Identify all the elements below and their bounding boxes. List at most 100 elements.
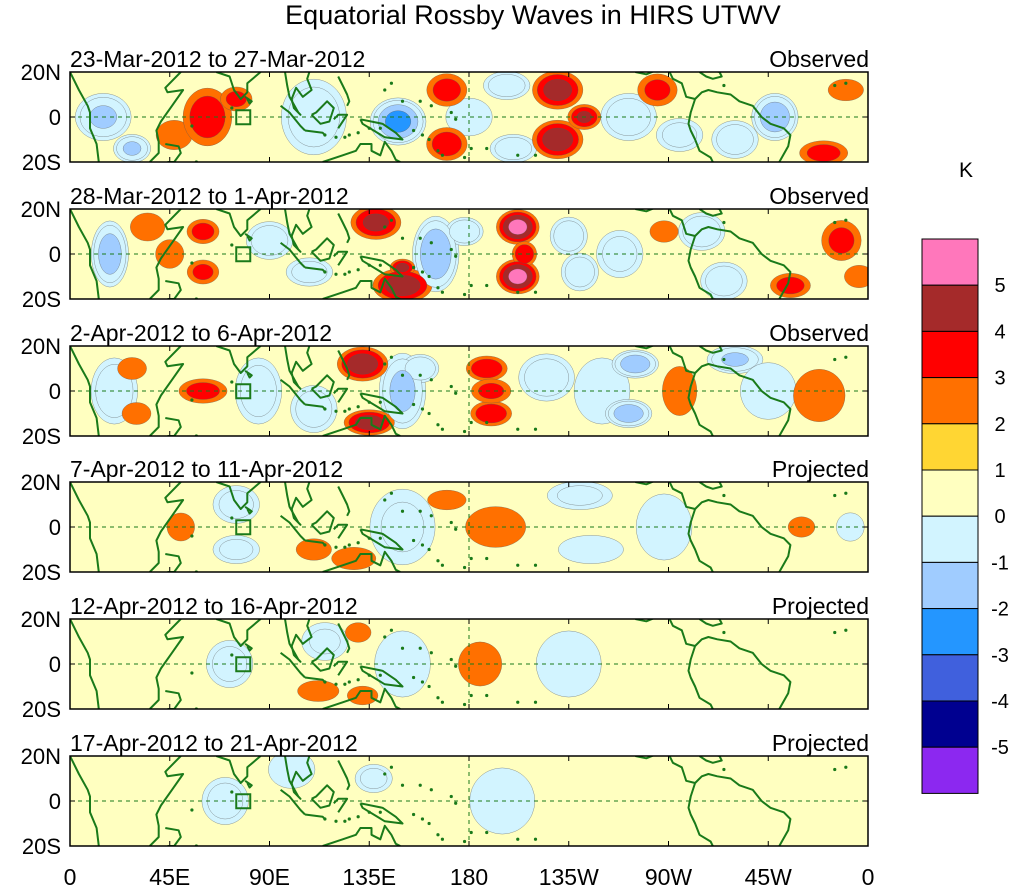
island: [420, 133, 425, 137]
colorbar-unit-label: K: [959, 159, 973, 182]
coastline: [359, 392, 404, 415]
island: [400, 783, 405, 787]
coastline: [215, 482, 262, 510]
island: [383, 635, 387, 639]
contour-level: [291, 260, 328, 284]
contour-level: [716, 124, 754, 155]
island: [485, 146, 489, 151]
contour-level: [524, 358, 569, 397]
island: [418, 236, 422, 240]
island: [356, 541, 360, 545]
island: [516, 153, 520, 157]
island: [389, 218, 394, 222]
y-tick-label: 0: [49, 105, 61, 130]
contour-level: [508, 219, 528, 235]
colorbar-label: 1: [994, 460, 1005, 482]
contour-level: [297, 680, 340, 702]
coastlines: [70, 72, 848, 162]
island: [356, 268, 360, 272]
y-tick-label: 20N: [21, 60, 61, 85]
coastline: [215, 346, 262, 374]
coastlines: [70, 346, 848, 436]
contour-level: [776, 276, 805, 295]
contour-level: [705, 265, 743, 297]
island: [383, 225, 387, 229]
contour-level: [793, 369, 846, 422]
coastlines: [70, 209, 848, 299]
contour-level: [347, 685, 379, 706]
island: [533, 700, 538, 704]
coastline: [337, 486, 351, 517]
coastline: [635, 482, 696, 510]
contour-level: [395, 262, 410, 273]
anomaly-field: [75, 72, 864, 162]
contour-level: [557, 485, 603, 506]
coastline: [337, 76, 351, 107]
colorbar-swatch: [921, 238, 979, 286]
contour-level: [431, 131, 462, 157]
coastline: [322, 824, 401, 846]
island: [378, 400, 382, 404]
reference-box: [235, 383, 252, 400]
island: [418, 646, 422, 650]
contour-level: [225, 91, 247, 107]
island: [436, 833, 440, 837]
island: [347, 270, 351, 274]
contour-level: [385, 110, 412, 133]
colorbar-swatch: [921, 746, 979, 794]
contour-level: [564, 256, 595, 288]
anomaly-field: [206, 622, 602, 706]
contour-level: [844, 265, 868, 288]
coastline: [149, 619, 185, 709]
anomaly-field: [91, 209, 868, 299]
coastline: [149, 72, 185, 162]
island: [190, 398, 194, 402]
coastline: [310, 374, 335, 399]
coastline: [70, 209, 100, 299]
island: [367, 673, 371, 677]
reference-box: [235, 109, 252, 126]
island: [323, 543, 327, 547]
coastline: [279, 379, 306, 406]
island: [469, 556, 473, 561]
island: [844, 218, 848, 222]
coastlines: [70, 619, 848, 709]
y-tick-label: 20N: [21, 197, 61, 222]
island: [844, 355, 848, 359]
island: [427, 411, 431, 416]
island: [722, 767, 726, 772]
island: [427, 274, 431, 279]
island: [378, 536, 382, 540]
y-tick-label: 0: [49, 515, 61, 540]
island: [462, 292, 467, 297]
island: [378, 810, 382, 814]
panel-2: 20N 0 20S 28-Mar-2012 to 1-Apr-2012 Observed: [21, 183, 869, 312]
coastline: [70, 756, 100, 846]
coastline: [635, 346, 696, 374]
panel-6: 20N 0 20S 17-Apr-2012 to 21-Apr-2012 Project…: [21, 730, 869, 859]
coastline: [359, 665, 404, 688]
contour-level: [682, 215, 722, 248]
island: [440, 700, 444, 704]
y-tick-label: 20S: [22, 150, 61, 175]
island: [427, 684, 431, 689]
coastline: [322, 277, 401, 299]
contour-level: [620, 354, 651, 374]
coastline: [165, 827, 182, 846]
contour-level: [130, 212, 166, 242]
island: [440, 427, 444, 431]
panel-period-label: 12-Apr-2012 to 16-Apr-2012: [70, 593, 358, 619]
island: [516, 290, 520, 294]
coastline: [215, 72, 262, 100]
island: [427, 547, 431, 552]
contour-level: [543, 79, 572, 101]
island: [411, 128, 416, 133]
coastline: [284, 619, 313, 663]
x-tick-label: 90E: [249, 864, 290, 890]
coastline: [698, 209, 723, 217]
island: [356, 405, 360, 409]
coastline: [165, 143, 182, 162]
island: [449, 384, 453, 389]
island: [383, 498, 387, 502]
